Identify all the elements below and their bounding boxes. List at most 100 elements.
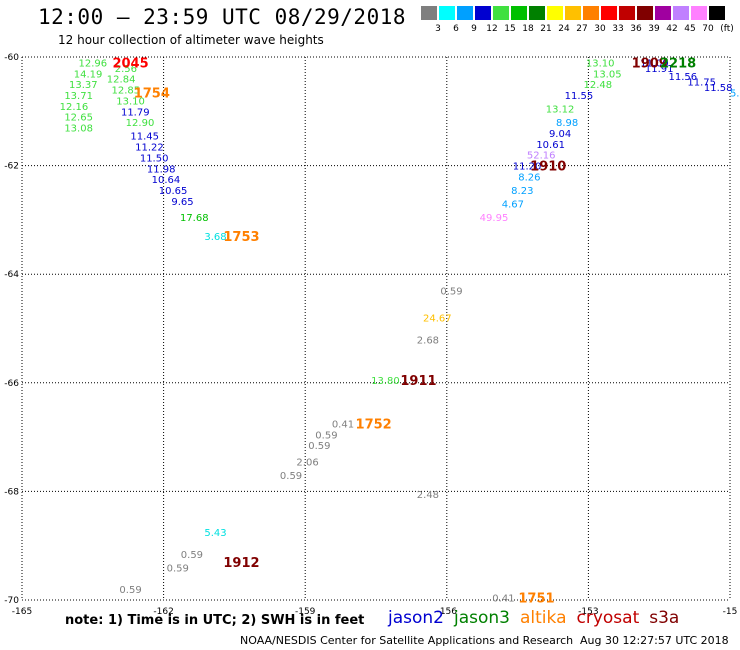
wave-height-value: 13.10 [586,58,615,69]
legend-label: 9 [471,24,477,34]
legend-swatch [655,6,671,20]
wave-height-value: 11.79 [121,107,150,118]
legend-label: 42 [666,24,678,34]
wave-height-value: 12.84 [107,75,136,86]
legend-swatch [601,6,617,20]
wave-height-value: 13.05 [593,69,622,80]
wave-height-value: 12.90 [126,118,155,129]
units-note: note: 1) Time is in UTC; 2) SWH is in fe… [65,613,365,628]
legend-swatch [691,6,707,20]
legend-label: 30 [594,24,606,34]
lat-tick-label: -68 [4,487,19,497]
wave-height-value: 0.59 [440,286,462,297]
pass-time-label: 1911 [400,374,436,389]
wave-height-value: 13.80 [371,376,400,387]
lat-tick-label: -64 [4,270,19,280]
wave-height-value: 0.59 [181,550,203,561]
lat-tick-label: -70 [4,596,19,606]
wave-height-value: 9.65 [171,197,193,208]
legend-label: 18 [522,24,534,34]
mission-legend: jason2 jason3 altika cryosat s3a [388,608,689,628]
wave-height-value: 8.26 [518,172,540,183]
wave-height-value: 13.10 [116,96,145,107]
lat-tick-label: -66 [4,379,19,389]
wave-height-value: 11.22 [135,143,164,154]
wave-height-value: 49.95 [480,213,509,224]
pass-time-label: 2218 [660,56,696,71]
wave-height-value: 11.09 [640,58,669,69]
wave-height-value: 0.41 [492,593,514,604]
page-subtitle: 12 hour collection of altimeter wave hei… [58,33,324,47]
lat-tick-label: -60 [4,53,19,63]
wave-height-value: 10.65 [159,186,188,197]
wave-height-value: 8.23 [511,186,533,197]
wave-height-value: 13.12 [546,105,575,116]
wave-height-value: 0.59 [308,441,330,452]
wave-height-value: 5. [730,88,740,99]
wave-height-value: 2.56 [115,64,137,75]
lon-tick-label: -15 [723,607,738,617]
legend-swatch [619,6,635,20]
wave-height-value: 2.06 [296,458,318,469]
wave-height-value: 0.59 [315,430,337,441]
legend-label: 3 [435,24,441,34]
wave-height-value: 0.41 [332,420,354,431]
legend-label: 15 [504,24,516,34]
legend-label: 27 [576,24,588,34]
wave-height-value: 0.59 [119,585,141,596]
legend-swatch [493,6,509,20]
wave-height-value: 11.50 [140,153,169,164]
legend-swatch [421,6,437,20]
wave-height-value: 5.43 [204,528,226,539]
legend-label: 6 [453,24,459,34]
legend-swatch [565,6,581,20]
wave-height-value: 3.68 [204,232,226,243]
lon-tick-label: -162 [153,607,173,617]
wave-height-value: 17.68 [180,213,209,224]
wave-height-value: 2.68 [417,335,439,346]
pass-time-label: 1751 [518,591,554,606]
legend-swatch [511,6,527,20]
wave-height-value: 12.96 [78,58,107,69]
lat-tick-label: -62 [4,162,19,172]
wave-height-value: 4.67 [502,200,524,211]
pass-time-label: 1754 [134,86,170,101]
wave-height-value: 11.56 [668,72,697,83]
wave-height-value: 10.61 [536,140,565,151]
pass-time-label: 1912 [223,556,259,571]
wave-height-value: 10.64 [152,175,181,186]
legend-label: 45 [684,24,696,34]
legend-label: 70 [702,24,714,34]
wave-height-value: 2.48 [417,490,439,501]
lon-tick-label: -165 [12,607,32,617]
wave-height-value: 0.59 [280,471,302,482]
legend-swatch [583,6,599,20]
legend-label: 21 [540,24,552,34]
wave-height-value: 14.19 [74,69,103,80]
legend-unit: (ft) [720,24,734,34]
page-title: 12:00 – 23:59 UTC 08/29/2018 [38,5,407,29]
mission-name: jason2 [388,608,444,628]
legend-swatch [475,6,491,20]
generated-timestamp: Aug 30 12:27:57 UTC 2018 [580,634,729,647]
mission-name: jason3 [454,608,510,628]
wave-height-value: 11.45 [130,132,159,143]
legend-swatch [439,6,455,20]
wave-height-value: 13.37 [69,80,98,91]
wave-height-value: 11.75 [687,77,716,88]
lon-tick-label: -159 [295,607,316,617]
wave-height-value: 11.58 [704,83,733,94]
wave-height-value: 12.65 [64,113,93,124]
wave-height-value: 11.20 [513,162,542,173]
legend-label: 36 [630,24,642,34]
wave-height-value: 12.16 [60,102,89,113]
legend-label: 24 [558,24,570,34]
pass-time-label: 2045 [112,56,148,71]
wave-height-value: 24.67 [423,314,452,325]
wave-height-value: 13.08 [64,124,93,135]
wave-height-value: 9.04 [549,129,571,140]
wave-height-value: 11.91 [645,64,674,75]
mission-name: altika [520,608,567,628]
